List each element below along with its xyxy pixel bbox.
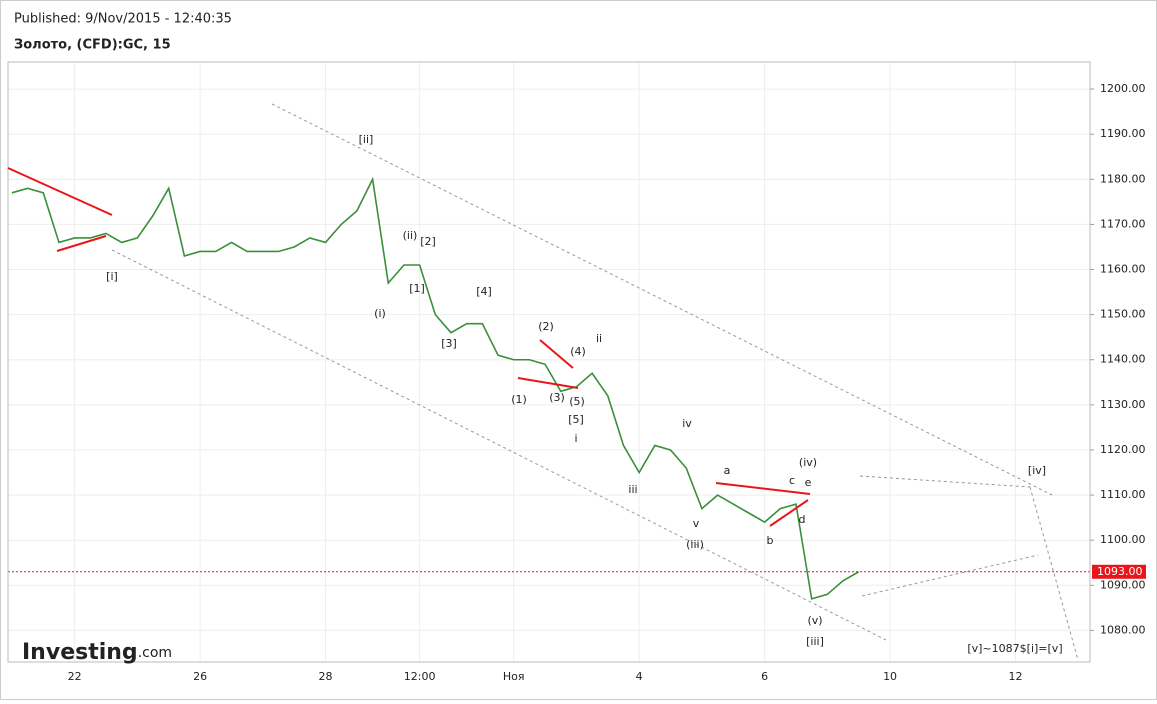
channel-lines (111, 103, 1079, 661)
x-tick-label: 12:00 (404, 670, 436, 683)
wave-label: [4] (476, 285, 492, 298)
wave-label: [i] (106, 270, 118, 283)
y-tick-label: 1150.00 (1100, 308, 1146, 321)
wave-label: (ii) (403, 229, 418, 242)
wave-label: (v) (807, 614, 822, 627)
x-tick-label: 28 (319, 670, 333, 683)
wave-label: [ii] (359, 133, 374, 146)
y-tick-label: 1170.00 (1100, 217, 1146, 230)
x-tick-label: Ноя (503, 670, 525, 683)
wave-label: (i) (374, 307, 386, 320)
y-tick-label: 1090.00 (1100, 578, 1146, 591)
current-price-box (1092, 564, 1146, 579)
y-tick-label: 1140.00 (1100, 353, 1146, 366)
wave-label: (iii) (686, 538, 704, 551)
wave-label: e (805, 476, 812, 489)
y-tick-label: 1120.00 (1100, 443, 1146, 456)
wave-label: (iv) (799, 456, 817, 469)
wave-label: iv (682, 417, 692, 430)
wave-label: (5) (569, 395, 585, 408)
x-tick-label: 6 (761, 670, 768, 683)
wave-label: d (799, 513, 806, 526)
wave-label: (3) (549, 391, 565, 404)
wave-label: [v]~1087$[i]=[v] (967, 642, 1062, 655)
plot-border (7, 61, 1091, 663)
published: Published: 9/Nov/2015 - 12:40:35 (14, 12, 232, 27)
wave-label: ii (596, 332, 602, 345)
wave-label: [iii] (806, 635, 824, 648)
wave-label: [3] (441, 337, 457, 350)
instrument: Золото, (CFD):GC, 15 (14, 38, 171, 53)
logo: Investing.com (22, 640, 172, 665)
x-tick-label: 22 (68, 670, 82, 683)
wave-label: (2) (538, 320, 554, 333)
wave-label: [5] (568, 413, 584, 426)
price-line (11, 176, 860, 600)
wave-label: (1) (511, 393, 527, 406)
x-tick-label: 12 (1009, 670, 1023, 683)
x-tick-label: 4 (636, 670, 643, 683)
y-tick-label: 1160.00 (1100, 263, 1146, 276)
trend-lines (7, 167, 811, 527)
wave-label: i (574, 432, 577, 445)
y-tick-label: 1110.00 (1100, 488, 1146, 501)
wave-label: v (693, 517, 700, 530)
wave-label: iii (628, 483, 637, 496)
wave-label: b (767, 534, 774, 547)
wave-label: c (789, 474, 795, 487)
current-price-label: 1093.00 (1097, 565, 1143, 578)
x-tick-label: 10 (883, 670, 897, 683)
y-tick-label: 1200.00 (1100, 82, 1146, 95)
y-tick-label: 1190.00 (1100, 127, 1146, 140)
wave-label: [iv] (1028, 464, 1046, 477)
y-tick-label: 1180.00 (1100, 172, 1146, 185)
wave-label: [1] (409, 282, 425, 295)
wave-label: a (724, 464, 731, 477)
y-tick-label: 1080.00 (1100, 623, 1146, 636)
y-tick-label: 1130.00 (1100, 398, 1146, 411)
y-tick-label: 1100.00 (1100, 533, 1146, 546)
wave-label: [2] (420, 235, 436, 248)
wave-label: (4) (570, 345, 586, 358)
x-tick-label: 26 (193, 670, 207, 683)
